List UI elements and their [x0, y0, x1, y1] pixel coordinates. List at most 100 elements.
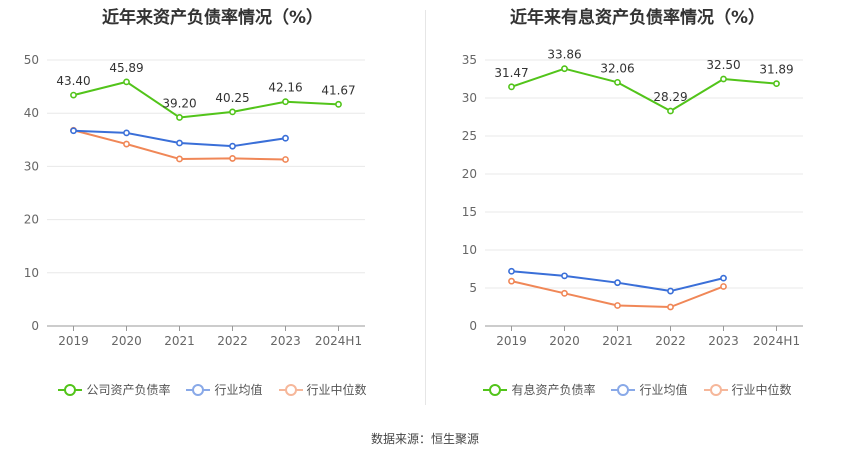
legend-label: 公司资产负债率	[86, 383, 171, 397]
y-tick-label: 30	[462, 91, 477, 105]
y-tick-label: 20	[24, 213, 39, 227]
x-tick-label: 2023	[708, 334, 739, 348]
y-tick-label: 35	[462, 53, 477, 67]
data-point	[720, 283, 727, 290]
data-label: 32.50	[706, 58, 740, 72]
legend-label: 行业中位数	[306, 383, 367, 397]
x-tick-label: 2021	[602, 334, 633, 348]
data-point	[773, 80, 780, 88]
data-label: 42.16	[268, 81, 302, 95]
line-chart-debt-ratio: 0 10 20 30 40 50 2019 2020 2021 2022 2023 2024H1 43.…	[24, 53, 365, 348]
data-label: 28.29	[653, 90, 687, 104]
legend-swatch-icon	[278, 383, 303, 396]
data-point	[335, 100, 342, 108]
legend-item[interactable]: 行业中位数	[703, 381, 792, 398]
x-tick-label: 2022	[217, 334, 248, 348]
data-point	[123, 140, 130, 148]
series-line-0	[73, 80, 339, 119]
data-point	[614, 302, 621, 309]
data-point	[176, 155, 183, 163]
panel-divider	[425, 10, 426, 405]
legend-swatch-icon	[611, 383, 636, 396]
legend-label: 行业中位数	[731, 383, 792, 397]
legend-item[interactable]: 公司资产负债率	[58, 381, 170, 398]
data-label: 41.67	[321, 83, 355, 97]
data-point	[561, 272, 568, 280]
data-point	[282, 156, 289, 163]
legend-item[interactable]: 行业中位数	[278, 381, 367, 398]
data-point	[508, 83, 515, 91]
data-label: 40.25	[215, 91, 249, 105]
x-tick-label: 2022	[655, 334, 686, 348]
y-tick-label: 25	[462, 129, 477, 143]
y-tick-label: 10	[24, 266, 39, 280]
data-point	[282, 98, 289, 106]
chart-legend: 有息资产负债率 行业均值 行业中位数	[425, 381, 850, 398]
x-tick-label: 2021	[164, 334, 195, 348]
y-tick-label: 20	[462, 167, 477, 181]
data-point	[229, 108, 236, 116]
x-tick-label: 2020	[549, 334, 580, 348]
data-point	[508, 277, 515, 285]
legend-swatch-icon	[703, 383, 728, 396]
data-label: 31.89	[759, 63, 793, 77]
data-point	[508, 267, 515, 275]
series-line-0	[511, 67, 777, 112]
legend-item[interactable]: 行业均值	[186, 381, 263, 398]
data-point	[282, 134, 289, 142]
data-point	[561, 289, 568, 297]
chart-title: 近年来有息资产负债率情况（%）	[509, 8, 766, 28]
legend-item[interactable]: 有息资产负债率	[483, 381, 595, 398]
data-label: 31.47	[494, 66, 528, 80]
legend-swatch-icon	[186, 383, 211, 396]
x-tick-label: 2019	[58, 334, 89, 348]
data-point	[667, 287, 674, 295]
y-tick-label: 50	[24, 53, 39, 67]
data-point	[70, 127, 77, 135]
legend-label: 行业均值	[639, 383, 688, 397]
data-point	[70, 91, 77, 99]
data-label: 39.20	[162, 96, 196, 110]
data-label: 43.40	[56, 74, 90, 88]
data-point	[123, 129, 130, 137]
data-point	[667, 107, 674, 115]
data-point	[176, 139, 183, 147]
data-point	[614, 279, 621, 287]
chart-panel-debt-ratio: 近年来资产负债率情况（%） 0 10 20 30 40 50 2019 2020 2021 202…	[0, 0, 425, 420]
data-label: 32.06	[600, 61, 634, 75]
y-tick-label: 0	[469, 319, 477, 333]
chart-title: 近年来资产负债率情况（%）	[101, 8, 324, 28]
y-tick-label: 10	[462, 243, 477, 257]
legend-item[interactable]: 行业均值	[611, 381, 688, 398]
y-tick-label: 30	[24, 159, 39, 173]
y-tick-label: 40	[24, 106, 39, 120]
data-point	[561, 65, 568, 73]
legend-swatch-icon	[483, 383, 508, 396]
data-point	[123, 78, 130, 86]
data-point	[229, 142, 236, 150]
data-point	[720, 274, 727, 282]
chart-panel-interest-debt-ratio: 近年来有息资产负债率情况（%） 0 5 10 15 20 25 30 35 2019 2020 20…	[425, 0, 850, 420]
data-source-label: 数据来源：恒生聚源	[370, 432, 479, 446]
data-point	[720, 75, 727, 83]
x-tick-label: 2019	[496, 334, 527, 348]
data-point	[176, 114, 183, 121]
legend-label: 行业均值	[214, 383, 263, 397]
x-tick-label: 2020	[111, 334, 142, 348]
chart-legend: 公司资产负债率 行业均值 行业中位数	[0, 381, 425, 398]
y-tick-label: 0	[31, 319, 39, 333]
y-tick-label: 15	[462, 205, 477, 219]
data-point	[229, 155, 236, 162]
data-label: 33.86	[547, 48, 581, 62]
x-tick-label: 2024H1	[315, 334, 362, 348]
x-tick-label: 2024H1	[753, 334, 800, 348]
line-chart-interest-debt-ratio: 0 5 10 15 20 25 30 35 2019 2020 2021 2022 2023 2024H1…	[462, 48, 803, 348]
data-label: 45.89	[109, 61, 143, 75]
data-point	[614, 78, 621, 86]
legend-swatch-icon	[58, 383, 83, 396]
legend-label: 有息资产负债率	[511, 383, 596, 397]
data-point	[667, 303, 674, 311]
x-tick-label: 2023	[270, 334, 301, 348]
y-tick-label: 5	[469, 281, 477, 295]
